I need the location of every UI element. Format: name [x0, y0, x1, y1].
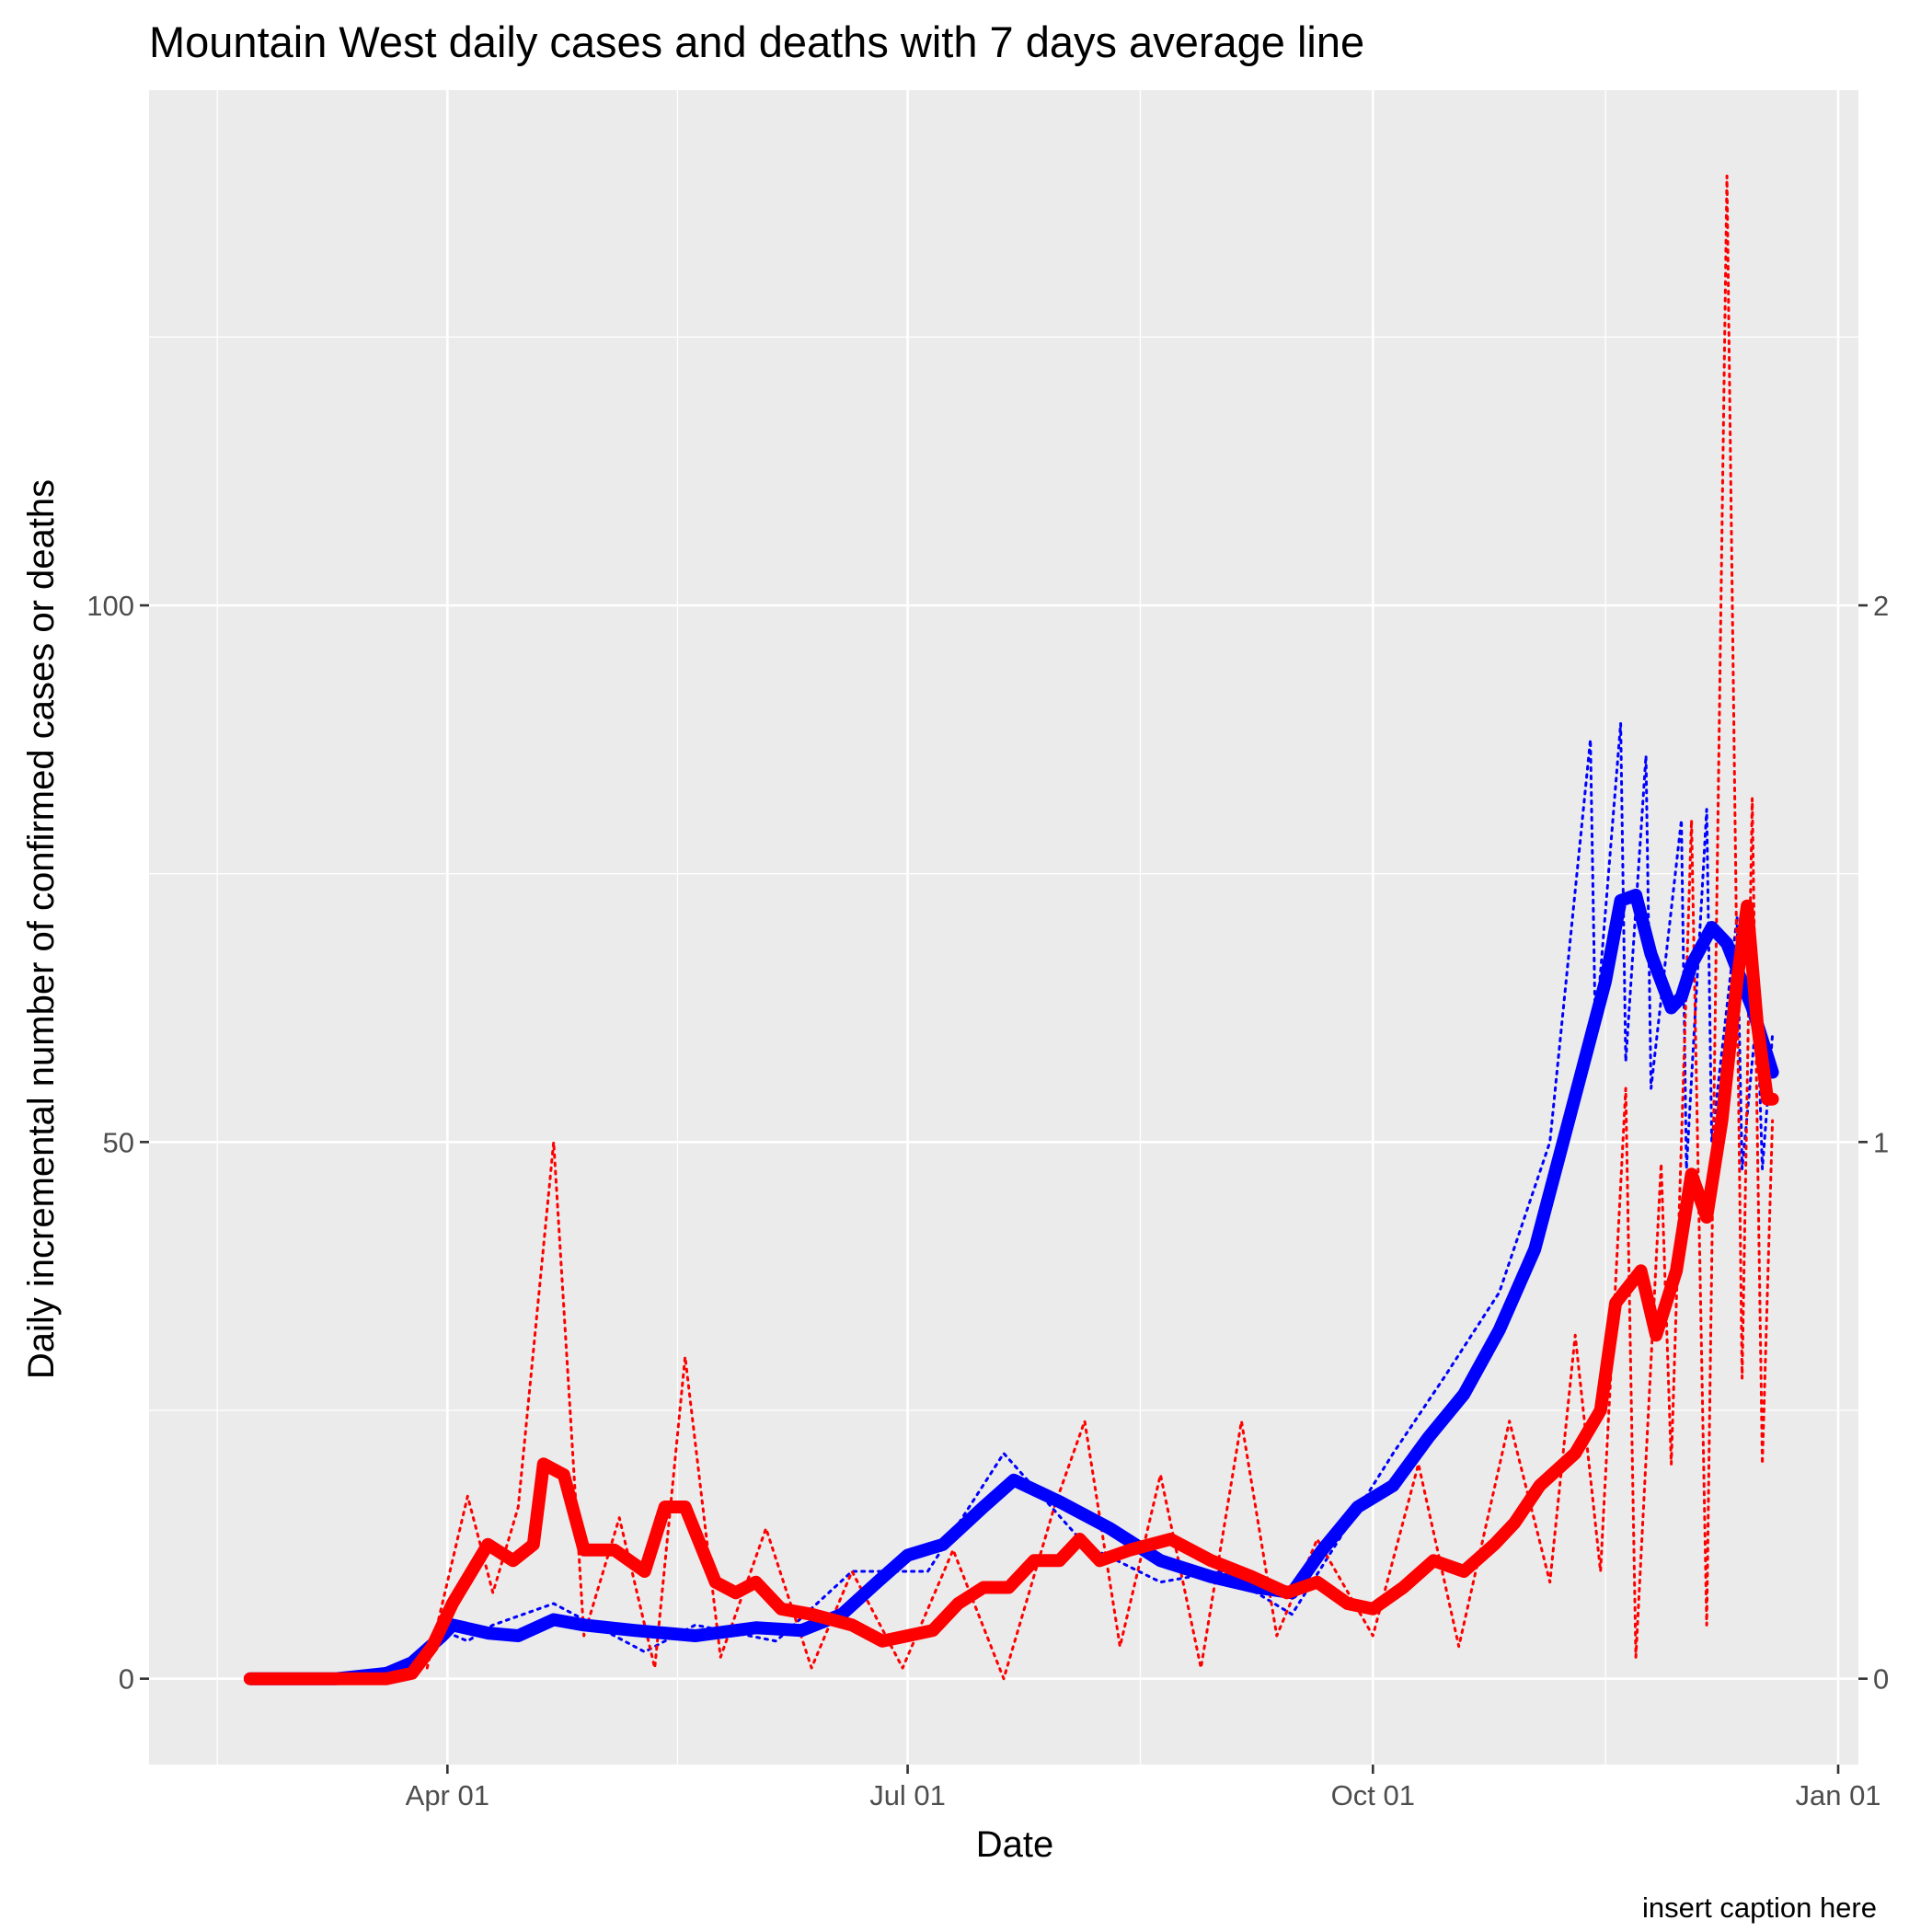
x-tick-label: Jan 01: [1795, 1779, 1880, 1811]
y-right-tick-label: 2: [1873, 590, 1889, 622]
average-line: [243, 889, 1779, 1685]
x-tick-label: Apr 01: [406, 1779, 489, 1811]
y-left-tick-label: 50: [103, 1126, 134, 1158]
x-tick-label: Oct 01: [1331, 1779, 1415, 1811]
y-left-tick-label: 0: [119, 1663, 134, 1696]
y-left-tick-label: 100: [86, 590, 134, 622]
y-axis-left: 0 50 100: [86, 590, 149, 1696]
average-line: [243, 899, 1779, 1685]
average-lines: [243, 889, 1779, 1685]
x-tick-label: Jul 01: [869, 1779, 946, 1811]
y-right-tick-label: 1: [1873, 1126, 1889, 1158]
chart-title: Mountain West daily cases and deaths wit…: [149, 17, 1364, 66]
y-axis-right: 0 1 2: [1858, 590, 1889, 1696]
grid-major: [149, 90, 1858, 1765]
caption: insert caption here: [1642, 1892, 1877, 1924]
x-axis-title: Date: [976, 1824, 1054, 1865]
x-axis: Apr 01 Jul 01 Oct 01 Jan 01: [406, 1765, 1881, 1811]
plot-panel: [149, 90, 1858, 1765]
y-axis-title: Daily incremental number of confirmed ca…: [21, 479, 62, 1379]
y-right-tick-label: 0: [1873, 1663, 1889, 1696]
daily-line: [425, 174, 1775, 1681]
